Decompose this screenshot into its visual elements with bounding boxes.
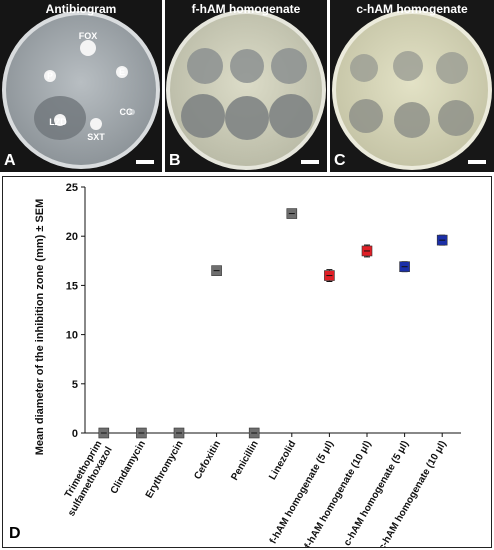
panel-letter: B [169, 152, 181, 169]
x-tick-label: f-hAM homogenate (5 μl) [268, 439, 336, 546]
y-tick-label: 20 [66, 231, 78, 243]
photo-strip: Antibiogram FOX P E LZD SXT CC A [0, 0, 494, 172]
petri-dish-antibiogram [2, 11, 160, 169]
disc-label: LZD [49, 117, 67, 127]
panel-b: f-hAM homogenate B [165, 0, 327, 172]
y-axis: 0 5 10 15 20 25 [66, 182, 86, 440]
x-tick-label: Erythromycin [144, 439, 186, 500]
disc-label: CC [119, 107, 133, 117]
inhibition-zone-chart: 0 5 10 15 20 25 TrimethoprimsulfamethoxazolCl… [34, 182, 461, 547]
chart-letter: D [9, 525, 21, 542]
x-tick-label: Trimethoprimsulfamethoxazol [56, 439, 115, 519]
panel-c: c-hAM homogenate C [330, 0, 494, 172]
panel-letter: A [4, 152, 16, 169]
x-tick-label: Penicillin [229, 439, 260, 483]
petri-dish-c-ham [332, 10, 492, 170]
data-points [98, 208, 448, 439]
panel-a: Antibiogram FOX P E LZD SXT CC A [0, 0, 162, 172]
scale-bar [301, 160, 319, 164]
x-axis: TrimethoprimsulfamethoxazolClindamycinEr… [56, 432, 461, 547]
x-tick-label: f-hAM homogenate (10 μl) [303, 439, 374, 547]
x-tick-label: Clindamycin [109, 439, 148, 496]
y-tick-label: 0 [72, 428, 78, 440]
y-tick-label: 10 [66, 330, 78, 342]
x-tick-label: Linezolid [267, 439, 298, 482]
y-tick-label: 5 [72, 379, 78, 391]
x-tick-label: c-hAM homogenate (10 μl) [377, 439, 449, 547]
scale-bar [468, 160, 486, 164]
y-tick-label: 15 [66, 280, 78, 292]
y-tick-label: 25 [66, 182, 78, 194]
chart-panel: 0 5 10 15 20 25 Trimethoprimsulfamethoxazol Cl… [2, 176, 492, 548]
scale-bar [136, 160, 154, 164]
panel-title: f-hAM homogenate [191, 2, 301, 16]
x-tick-label: c-hAM homogenate (5 μl) [342, 439, 411, 547]
panel-title: Antibiogram [45, 2, 117, 16]
petri-dish-f-ham [166, 10, 326, 170]
y-axis-label: Mean diameter of the inhibition zone (mm… [34, 199, 46, 456]
disc-label: FOX [78, 31, 98, 41]
panel-title: c-hAM homogenate [356, 2, 468, 16]
x-tick-label: Cefoxitin [192, 439, 223, 482]
panel-letter: C [334, 152, 346, 169]
disc-label: E [118, 67, 126, 77]
disc-label: P [46, 71, 54, 81]
disc-label: SXT [87, 132, 105, 142]
